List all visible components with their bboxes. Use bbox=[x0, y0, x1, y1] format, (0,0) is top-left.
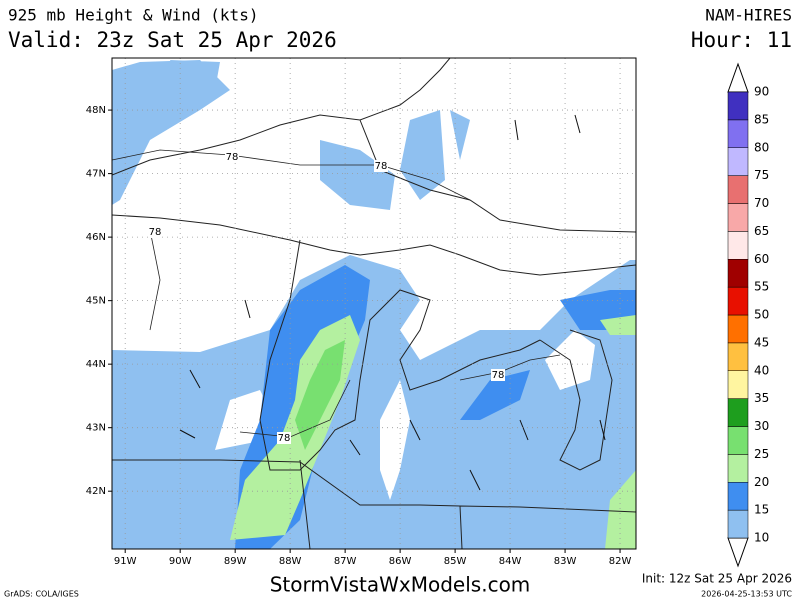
colorbar-label: 85 bbox=[754, 112, 769, 126]
colorbar-segment bbox=[727, 286, 749, 316]
wind-shading-gap bbox=[215, 330, 595, 500]
colorbar-segment bbox=[727, 370, 749, 399]
colorbar-segment bbox=[727, 231, 749, 260]
wind-barb bbox=[519, 419, 529, 441]
colorbar-label: 15 bbox=[754, 503, 769, 517]
map: 78 78 78 78 78 bbox=[112, 58, 636, 549]
init-time: Init: 12z Sat 25 Apr 2026 bbox=[642, 572, 792, 586]
wind-barb bbox=[179, 429, 196, 439]
wind-shading bbox=[112, 60, 470, 210]
colorbar-label: 20 bbox=[754, 475, 769, 489]
lat-label: 46N bbox=[86, 232, 106, 243]
colorbar-segment bbox=[727, 203, 749, 232]
contour-label-bg bbox=[491, 369, 505, 381]
colorbar-label: 70 bbox=[754, 196, 769, 210]
contour-label: 78 bbox=[278, 433, 291, 444]
colorbar-segment bbox=[727, 91, 749, 121]
wind-barb bbox=[189, 369, 201, 389]
colorbar-label: 10 bbox=[754, 531, 769, 545]
lon-label: 89W bbox=[224, 556, 247, 567]
colorbar-cap bbox=[727, 62, 749, 93]
contour-label-bg bbox=[374, 160, 388, 172]
contour-label-bg bbox=[225, 151, 239, 163]
lat-label: 47N bbox=[86, 169, 106, 180]
valid-time: Valid: 23z Sat 25 Apr 2026 bbox=[8, 28, 337, 52]
colorbar-segment bbox=[727, 119, 749, 148]
contour-label: 78 bbox=[492, 370, 505, 381]
contour-label-bg bbox=[277, 432, 291, 444]
colorbar-label: 65 bbox=[754, 224, 769, 238]
colorbar-segment bbox=[727, 398, 749, 427]
lon-label: 91W bbox=[114, 556, 137, 567]
colorbar-segment bbox=[727, 342, 749, 371]
contour-label-bg bbox=[148, 226, 162, 238]
lon-label: 85W bbox=[444, 556, 467, 567]
lat-label: 45N bbox=[86, 296, 106, 307]
forecast-hour: Hour: 11 bbox=[691, 28, 792, 52]
title: 925 mb Height & Wind (kts) bbox=[8, 6, 258, 25]
contour-label: 78 bbox=[149, 227, 162, 238]
lat-label: 44N bbox=[86, 359, 106, 370]
colorbar-label: 40 bbox=[754, 363, 769, 377]
colorbar-segment bbox=[727, 175, 749, 204]
lon-label: 86W bbox=[389, 556, 412, 567]
lon-label: 90W bbox=[169, 556, 192, 567]
model-name: NAM-HIRES bbox=[705, 6, 792, 25]
colorbar-segment bbox=[727, 147, 749, 176]
lon-label: 88W bbox=[279, 556, 302, 567]
colorbar-label: 30 bbox=[754, 419, 769, 433]
colorbar-label: 60 bbox=[754, 252, 769, 266]
site-name[interactable]: StormVistaWxModels.com bbox=[270, 573, 531, 597]
contour-label: 78 bbox=[226, 152, 239, 163]
timestamp: 2026-04-25-13:53 UTC bbox=[701, 590, 792, 599]
colorbar-label: 55 bbox=[754, 280, 769, 294]
lon-label: 82W bbox=[609, 556, 632, 567]
colorbar-segment bbox=[727, 454, 749, 483]
wind-barb bbox=[244, 299, 251, 319]
lat-label: 43N bbox=[86, 423, 106, 434]
lat-label: 42N bbox=[86, 486, 106, 497]
colorbar-label: 45 bbox=[754, 335, 769, 349]
colorbar-segment bbox=[727, 314, 749, 344]
map-frame bbox=[111, 57, 637, 550]
colorbar-segment bbox=[727, 259, 749, 288]
height-contour bbox=[112, 149, 561, 438]
wind-barb bbox=[349, 439, 361, 456]
colorbar-label: 80 bbox=[754, 140, 769, 154]
lon-label: 84W bbox=[499, 556, 522, 567]
colorbar-cap bbox=[727, 537, 749, 568]
colorbar-label: 50 bbox=[754, 308, 769, 322]
wind-shading-30 bbox=[295, 340, 345, 450]
contour-label: 78 bbox=[375, 161, 388, 172]
lon-label: 87W bbox=[334, 556, 357, 567]
colorbar-segment bbox=[727, 509, 749, 539]
wind-barb bbox=[599, 419, 606, 441]
lat-label: 48N bbox=[86, 105, 106, 116]
wind-barb bbox=[409, 419, 421, 441]
colorbar-label: 90 bbox=[754, 85, 769, 99]
wind-barb bbox=[469, 469, 481, 491]
wind-barbs bbox=[179, 114, 606, 491]
colorbar-label: 75 bbox=[754, 168, 769, 182]
lon-label: 83W bbox=[554, 556, 577, 567]
colorbar-segment bbox=[727, 426, 749, 455]
wind-barb bbox=[514, 119, 519, 141]
credit: GrADS: COLA/IGES bbox=[4, 590, 79, 599]
colorbar-segment bbox=[727, 482, 749, 511]
wind-barb bbox=[574, 114, 581, 134]
colorbar-label: 35 bbox=[754, 391, 769, 405]
colorbar-label: 25 bbox=[754, 447, 769, 461]
